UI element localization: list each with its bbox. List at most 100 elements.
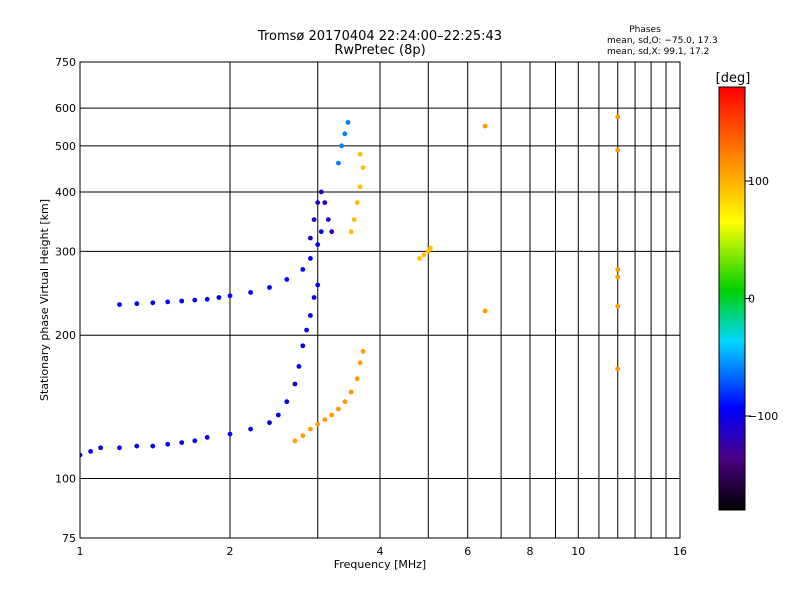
phases-line-o: mean, sd,O: −75.0, 17.3 <box>607 36 718 46</box>
echo-point <box>216 295 222 300</box>
echo-point <box>267 420 272 426</box>
colorbar-ticks: 100 0 −100 <box>745 175 778 423</box>
echo-point <box>315 200 321 206</box>
x-axis-ticks: 1 2 4 6 8 10 16 <box>77 545 688 558</box>
echo-point <box>315 282 321 288</box>
x-axis-label: Frequency [MHz] <box>334 558 426 571</box>
colorbar-tick-label: 100 <box>748 175 769 188</box>
grid-lines <box>80 62 680 538</box>
echo-point <box>482 308 488 314</box>
echo-point <box>165 441 171 447</box>
echo-point <box>354 200 360 206</box>
x-tick-label: 8 <box>527 545 534 558</box>
echo-point <box>292 381 298 387</box>
colorbar-label: [deg] <box>716 71 751 86</box>
echo-point <box>275 412 281 418</box>
echo-point <box>348 229 354 235</box>
series-o-mode-f-layer-trace-blue <box>80 282 321 458</box>
x-tick-label: 1 <box>77 545 84 558</box>
echo-point <box>318 189 324 195</box>
echo-point <box>351 217 357 223</box>
echo-point <box>179 298 185 304</box>
echo-point <box>615 114 621 120</box>
colorbar-tick-label: −100 <box>748 410 778 423</box>
echo-point <box>357 151 363 157</box>
echo-point <box>615 303 621 309</box>
echo-point <box>117 445 122 451</box>
x-tick-label: 16 <box>673 545 687 558</box>
echo-point <box>300 267 306 272</box>
echo-point <box>482 123 488 129</box>
echo-point <box>284 399 290 405</box>
y-tick-label: 600 <box>55 102 76 115</box>
echo-point <box>98 445 103 451</box>
echo-point <box>150 300 156 306</box>
echo-point <box>325 217 331 223</box>
y-tick-label: 300 <box>55 245 76 258</box>
echo-point <box>267 285 272 290</box>
echo-point <box>342 399 348 405</box>
echo-point <box>284 277 290 282</box>
echo-point <box>348 389 354 395</box>
echo-point <box>308 235 313 241</box>
echo-point <box>300 433 306 439</box>
echo-point <box>150 443 156 449</box>
phases-line-x: mean, sd,X: 99.1, 17.2 <box>607 47 709 57</box>
series-x-mode-lower-trace-orange-yellow <box>292 349 366 444</box>
echo-point <box>311 217 317 223</box>
echo-point <box>88 449 93 454</box>
echo-point <box>615 147 621 153</box>
series-scattered-echoes-near-5-mhz <box>417 245 433 261</box>
echo-point <box>311 295 317 300</box>
y-tick-label: 75 <box>62 532 76 545</box>
echo-point <box>318 229 324 235</box>
echo-point <box>336 160 341 166</box>
echo-point <box>300 343 306 349</box>
echo-point <box>308 256 313 261</box>
echo-point <box>80 452 83 458</box>
y-tick-label: 200 <box>55 329 76 342</box>
echo-point <box>360 165 366 171</box>
echo-point <box>615 274 621 280</box>
echo-point <box>345 120 351 125</box>
echo-point <box>329 412 335 418</box>
echo-point <box>315 242 321 248</box>
chart-title: Tromsø 20170404 22:24:00–22:25:43 <box>257 29 502 44</box>
echo-point <box>315 421 321 427</box>
x-tick-label: 6 <box>464 545 471 558</box>
echo-point <box>204 435 210 440</box>
chart-subtitle: RwPretec (8p) <box>334 43 425 58</box>
echo-point <box>615 366 621 372</box>
echo-point <box>308 313 313 318</box>
echo-point <box>134 443 140 449</box>
echo-point <box>296 364 302 369</box>
echo-point <box>322 417 328 422</box>
echo-point <box>329 229 335 235</box>
echo-point <box>357 184 363 190</box>
y-tick-label: 100 <box>55 473 76 486</box>
echo-point <box>428 245 433 251</box>
x-tick-label: 4 <box>377 545 384 558</box>
echo-point <box>227 431 233 437</box>
echo-point <box>179 440 185 445</box>
echo-point <box>204 296 210 302</box>
echo-point <box>339 143 344 149</box>
y-tick-label: 750 <box>55 56 76 69</box>
echo-point <box>304 327 309 333</box>
y-axis-label: Stationary phase Virtual Height [km] <box>38 199 51 401</box>
echo-point <box>360 349 366 354</box>
echo-point <box>192 438 198 444</box>
echo-point <box>117 302 122 307</box>
x-tick-label: 10 <box>571 545 585 558</box>
echo-point <box>134 301 140 307</box>
echo-point <box>227 293 233 299</box>
echo-point <box>248 290 254 295</box>
echo-point <box>354 376 360 382</box>
echo-point <box>417 256 422 261</box>
echo-point <box>615 267 621 272</box>
echo-point <box>421 252 427 258</box>
echo-point <box>322 200 328 206</box>
series-o-mode-high-cusp-dark-blue <box>308 189 335 241</box>
series-isolated-points-12-mhz <box>482 114 621 372</box>
